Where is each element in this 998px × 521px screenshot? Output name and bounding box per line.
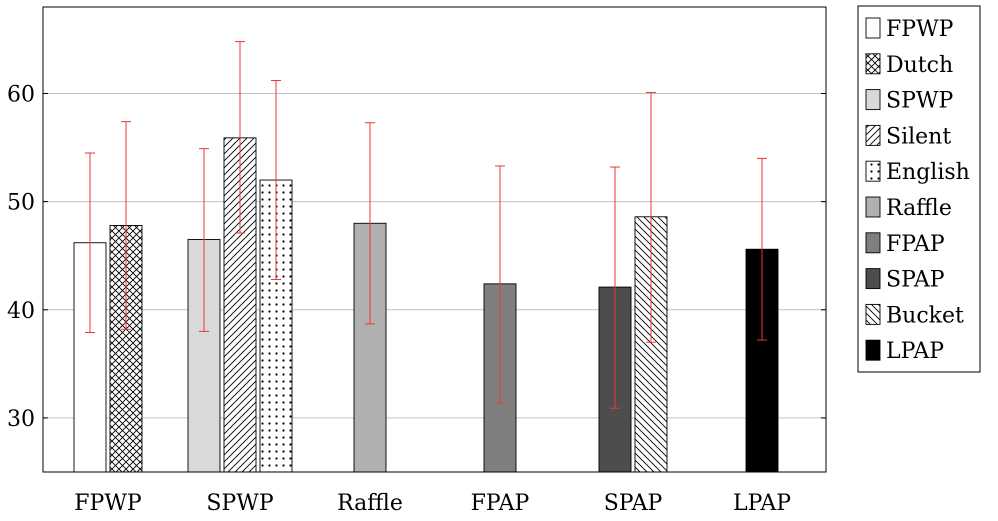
x-tick-label-spwp: SPWP <box>206 491 273 516</box>
x-tick-label-raffle: Raffle <box>337 491 403 516</box>
x-tick-label-fpwp: FPWP <box>74 491 142 516</box>
legend-swatch-raffle <box>865 196 881 218</box>
y-axis-ticks: 30 40 50 60 <box>7 83 826 432</box>
legend-label-bucket: Bucket <box>886 303 964 328</box>
legend-label-raffle: Raffle <box>886 196 952 221</box>
x-tick-label-spap: SPAP <box>604 491 663 516</box>
legend-swatch-fpap <box>865 232 881 254</box>
legend-swatch-silent <box>865 124 881 146</box>
x-tick-label-fpap: FPAP <box>471 491 530 516</box>
legend-swatch-fpwp <box>865 17 881 39</box>
x-axis-labels: FPWP SPWP Raffle FPAP SPAP LPAP <box>74 491 791 516</box>
legend-label-spwp: SPWP <box>886 89 953 114</box>
legend-swatch-lpap <box>865 339 881 361</box>
legend-label-fpap: FPAP <box>886 232 945 257</box>
legend-swatch-spap <box>865 268 881 290</box>
legend-label-fpwp: FPWP <box>886 17 954 42</box>
plot-frame <box>42 6 827 473</box>
bars-group <box>73 137 779 473</box>
legend-label-spap: SPAP <box>886 268 945 293</box>
y-tick-label: 30 <box>7 407 35 432</box>
legend-swatch-english <box>865 160 881 182</box>
legend-label-dutch: Dutch <box>886 53 953 78</box>
y-tick-label: 40 <box>7 299 35 324</box>
legend-swatch-bucket <box>865 303 881 325</box>
y-tick-label: 60 <box>7 83 35 108</box>
x-tick-label-lpap: LPAP <box>733 491 791 516</box>
legend-label-silent: Silent <box>886 124 951 149</box>
legend-label-lpap: LPAP <box>886 339 944 364</box>
legend-swatch-spwp <box>865 89 881 111</box>
legend-swatch-dutch <box>865 53 881 75</box>
legend: FPWP Dutch SPWP Silent English Raffle FPAP SPAP… <box>857 5 981 373</box>
legend-label-english: English <box>886 160 970 185</box>
grid-lines <box>43 93 826 419</box>
error-bars-group <box>85 41 767 409</box>
y-tick-label: 50 <box>7 191 35 216</box>
